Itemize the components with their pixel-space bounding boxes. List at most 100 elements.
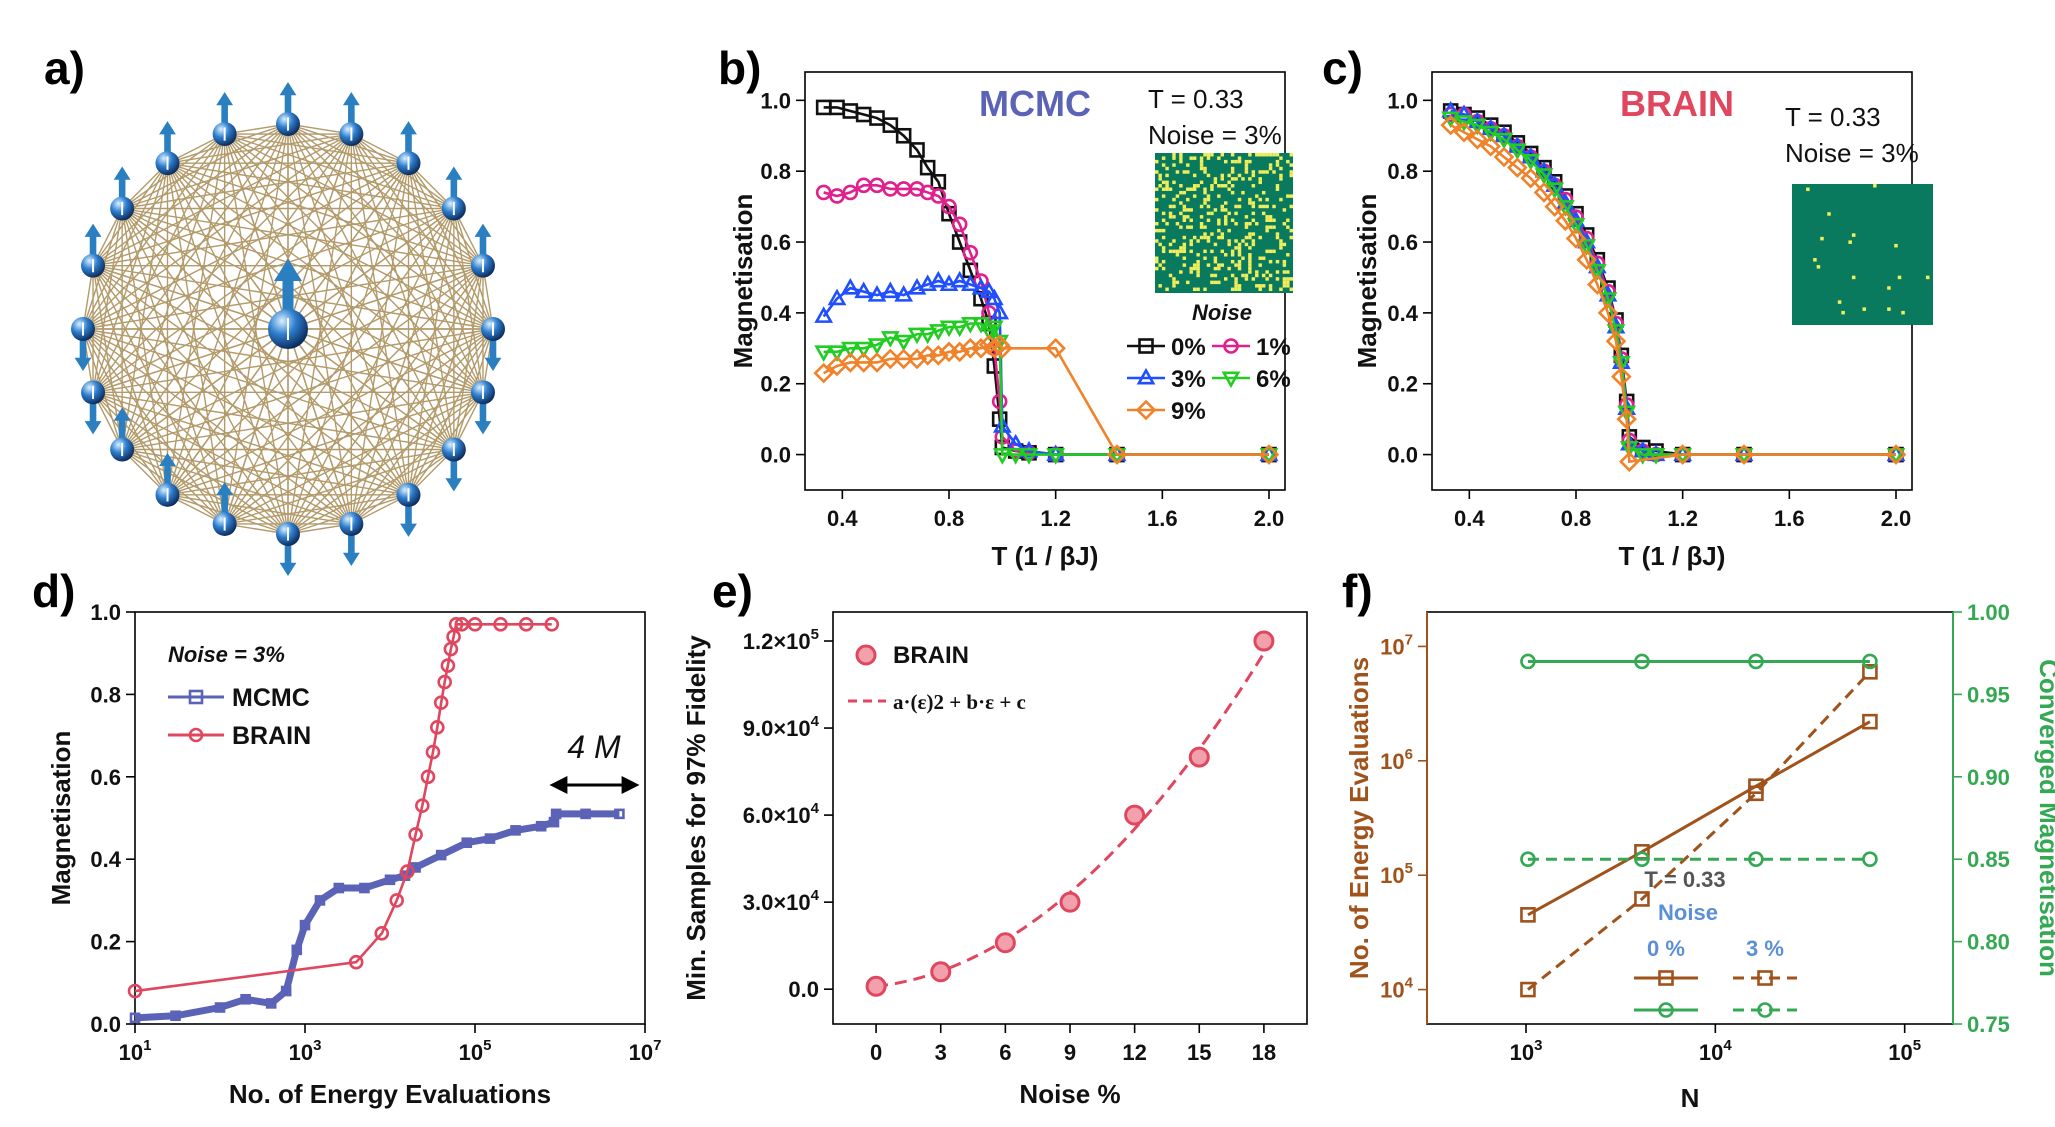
x-tick-label-base: 10 bbox=[119, 1040, 143, 1065]
flipped-spin-cell bbox=[1279, 197, 1283, 202]
flipped-spin-cell bbox=[1224, 208, 1228, 212]
flipped-spin-cell bbox=[1203, 249, 1207, 254]
spin-node bbox=[276, 82, 300, 136]
y-right-tick-label: 0.90 bbox=[1967, 765, 2010, 790]
data-point bbox=[1059, 891, 1081, 913]
x-tick-label-exp: 4 bbox=[1723, 1037, 1732, 1054]
data-point bbox=[333, 882, 345, 894]
edge bbox=[223, 123, 289, 525]
data-point bbox=[291, 944, 303, 956]
edge bbox=[166, 162, 352, 525]
data-point bbox=[880, 348, 901, 370]
y-tick-label: 1.0 bbox=[1387, 88, 1418, 113]
data-point bbox=[420, 769, 436, 785]
y-left-tick-label: 106 bbox=[1380, 746, 1413, 774]
y-right-tick-label: 1.00 bbox=[1967, 600, 2010, 625]
flipped-spin-cell bbox=[1203, 232, 1207, 236]
spin-arrowhead bbox=[400, 121, 417, 135]
edge bbox=[407, 208, 455, 495]
spin-arrowhead bbox=[159, 452, 176, 467]
flipped-spin-cell bbox=[1161, 235, 1166, 240]
flipped-spin-cell bbox=[1158, 228, 1162, 233]
y-left-tick-label-base: 10 bbox=[1380, 863, 1404, 888]
flipped-spin-cell bbox=[1189, 266, 1193, 271]
data-point bbox=[1587, 274, 1608, 295]
flipped-spin-cell bbox=[1255, 153, 1259, 157]
edge bbox=[121, 162, 409, 450]
flipped-spin-cell bbox=[1206, 197, 1211, 202]
data-point bbox=[415, 798, 430, 813]
flipped-spin-cell bbox=[1289, 170, 1293, 174]
y-tick-label: 1.0 bbox=[760, 88, 791, 113]
flipped-spin-cell bbox=[1158, 242, 1162, 247]
y-tick-label: 0.6 bbox=[760, 230, 791, 255]
flipped-spin-cell bbox=[1186, 170, 1190, 174]
flipped-spin-cell bbox=[1279, 166, 1283, 171]
flipped-spin-cell bbox=[1237, 159, 1242, 164]
legend: BRAIN a·(ε)2 + b·ε + c bbox=[848, 642, 1026, 714]
flipped-spin-cell bbox=[1251, 232, 1256, 236]
x-tick-label-base: 10 bbox=[289, 1040, 313, 1065]
flipped-spin-cell bbox=[1251, 239, 1256, 243]
flipped-spin-cell bbox=[1220, 232, 1224, 236]
flipped-spin-cell bbox=[1237, 284, 1242, 288]
flipped-spin-cell bbox=[1251, 170, 1256, 174]
flipped-spin-cell bbox=[1279, 177, 1283, 181]
data-point bbox=[951, 216, 968, 233]
flipped-spin-cell bbox=[1189, 249, 1193, 254]
ising-lattice-inset bbox=[1155, 153, 1293, 293]
data-point bbox=[348, 954, 364, 970]
spin-arrowhead bbox=[279, 562, 297, 576]
data-point bbox=[906, 348, 928, 370]
flipped-spin-cell bbox=[1182, 218, 1187, 222]
flipped-spin-cell bbox=[1210, 273, 1214, 278]
x-tick-label: 1.6 bbox=[1774, 506, 1805, 531]
flipped-spin-cell bbox=[1862, 307, 1867, 311]
legend-marker bbox=[1658, 1002, 1674, 1018]
flipped-spin-cell bbox=[1268, 284, 1273, 288]
data-point bbox=[580, 808, 591, 820]
y-axis-right-label: Converged Magnetisation bbox=[2034, 659, 2055, 977]
flipped-spin-cell bbox=[1165, 173, 1169, 178]
flipped-spin-cell bbox=[1186, 280, 1190, 285]
edge bbox=[122, 162, 409, 210]
flipped-spin-cell bbox=[1275, 163, 1280, 167]
flipped-spin-cell bbox=[1213, 273, 1218, 278]
network-spins bbox=[71, 82, 505, 576]
flipped-spin-cell bbox=[1237, 259, 1242, 264]
flipped-spin-cell bbox=[1192, 184, 1197, 188]
plot-area: 103 104 1051041051061070.750.800.850.900.9… bbox=[1380, 600, 2010, 1065]
flipped-spin-cell bbox=[1203, 190, 1207, 195]
y-tick-label-base: 0.0 bbox=[788, 977, 819, 1002]
flipped-spin-cell bbox=[1210, 187, 1214, 191]
flipped-spin-cell bbox=[1282, 259, 1287, 264]
spin-node bbox=[155, 452, 180, 507]
flipped-spin-cell bbox=[1272, 225, 1276, 229]
y-tick-label-exp: 4 bbox=[811, 887, 820, 904]
data-point bbox=[1587, 263, 1607, 281]
plot-area: 0.4 0.8 1.2 1.6 2.0 0.0 0.2 0.4 0.6 0.8 1.0 bbox=[760, 88, 1284, 531]
flipped-spin-cell bbox=[1237, 197, 1242, 202]
legend-marker bbox=[1135, 399, 1157, 421]
flipped-spin-cell bbox=[1179, 156, 1183, 160]
edge bbox=[224, 494, 409, 525]
flipped-spin-cell bbox=[1206, 218, 1211, 222]
data-point bbox=[467, 617, 483, 632]
flipped-spin-cell bbox=[1258, 177, 1262, 181]
edge bbox=[453, 208, 484, 393]
flipped-spin-cell bbox=[1234, 177, 1238, 181]
edge bbox=[287, 123, 353, 525]
flipped-spin-cell bbox=[1251, 173, 1256, 178]
flipped-spin-cell bbox=[1887, 307, 1891, 311]
flipped-spin-cell bbox=[1282, 263, 1287, 267]
data-point bbox=[990, 302, 1010, 320]
flipped-spin-cell bbox=[1275, 187, 1280, 191]
flipped-spin-cell bbox=[1230, 166, 1235, 171]
y-axis-label: Magnetisation bbox=[1352, 194, 1382, 369]
data-point bbox=[437, 674, 452, 690]
data-point bbox=[1520, 981, 1536, 998]
edge bbox=[287, 133, 353, 330]
edge bbox=[166, 162, 289, 330]
flipped-spin-cell bbox=[1237, 156, 1242, 160]
flipped-spin-cell bbox=[1192, 194, 1197, 198]
